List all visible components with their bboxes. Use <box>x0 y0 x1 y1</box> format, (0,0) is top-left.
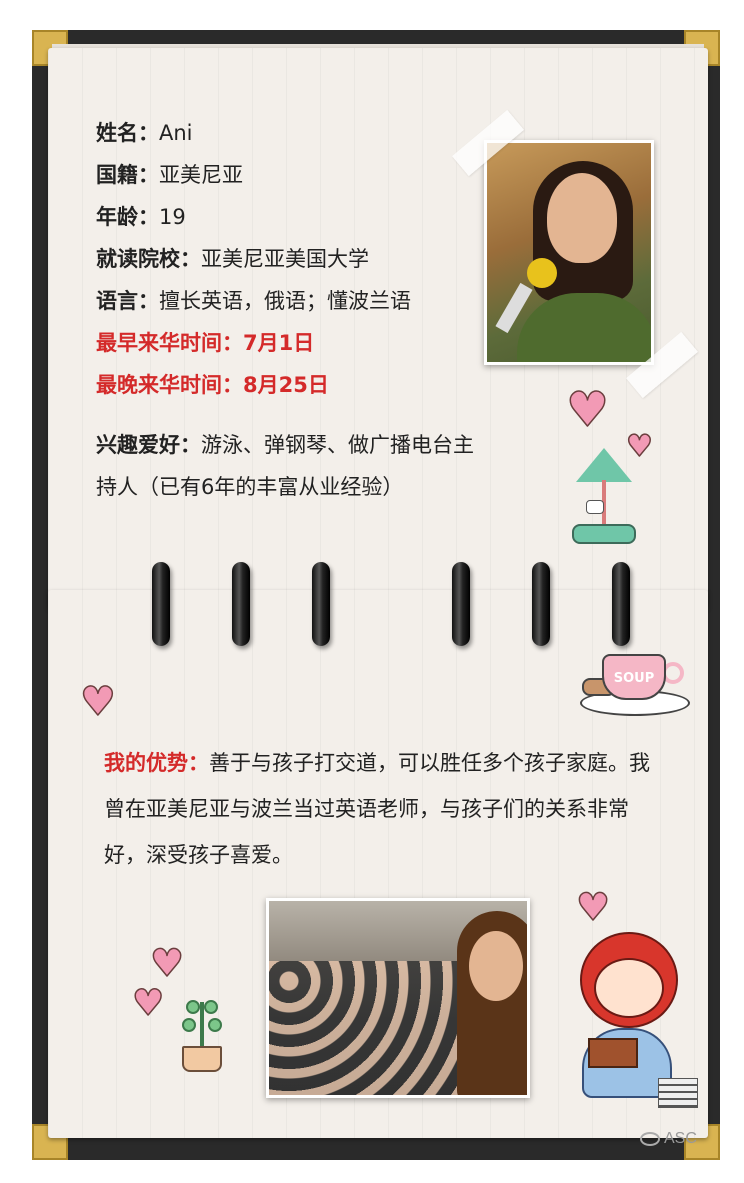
classroom-group-photo <box>266 898 530 1098</box>
school-row: 就读院校：亚美尼亚美国大学 <box>96 247 369 271</box>
profile-info: 姓名：Ani 国籍：亚美尼亚 年龄：19 就读院校：亚美尼亚美国大学 语言：擅长… <box>96 112 476 406</box>
microphone-icon <box>527 258 557 288</box>
heart-icon: ♥ <box>149 941 185 985</box>
heart-icon: ♥ <box>575 885 611 929</box>
soup-label: SOUP <box>602 654 666 700</box>
earliest-arrival-row: 最早来华时间：7月1日 <box>96 331 315 355</box>
heart-icon: ♥ <box>79 679 116 725</box>
book-stack-icon <box>658 1078 698 1108</box>
heart-icon: ♥ <box>131 983 165 1024</box>
language-row: 语言：擅长英语，俄语；懂波兰语 <box>96 289 411 313</box>
advantage-text: 我的优势：善于与孩子打交道，可以胜任多个孩子家庭。我曾在亚美尼亚与波兰当过英语老… <box>104 751 650 867</box>
hobbies-row: 兴趣爱好：游泳、弹钢琴、做广播电台主持人（已有6年的丰富从业经验） <box>96 433 474 499</box>
binder-ring <box>452 562 470 646</box>
reading-girl-illustration <box>574 928 704 1118</box>
portrait-photo <box>484 140 654 365</box>
binder-ring <box>612 562 630 646</box>
potted-plant-icon <box>176 996 228 1076</box>
age-row: 年龄：19 <box>96 205 186 229</box>
carousel-icon <box>568 448 640 548</box>
binder-ring <box>532 562 550 646</box>
nationality-row: 国籍：亚美尼亚 <box>96 163 243 187</box>
binder-ring <box>232 562 250 646</box>
binder-ring <box>152 562 170 646</box>
heart-icon: ♥ <box>565 382 610 438</box>
book-icon <box>588 1038 638 1068</box>
binder-ring <box>312 562 330 646</box>
soup-cup-icon: SOUP <box>580 650 690 720</box>
watermark: ASC <box>640 1130 697 1148</box>
latest-arrival-row: 最晚来华时间：8月25日 <box>96 373 329 397</box>
wechat-icon <box>640 1131 660 1146</box>
name-row: 姓名：Ani <box>96 121 193 145</box>
